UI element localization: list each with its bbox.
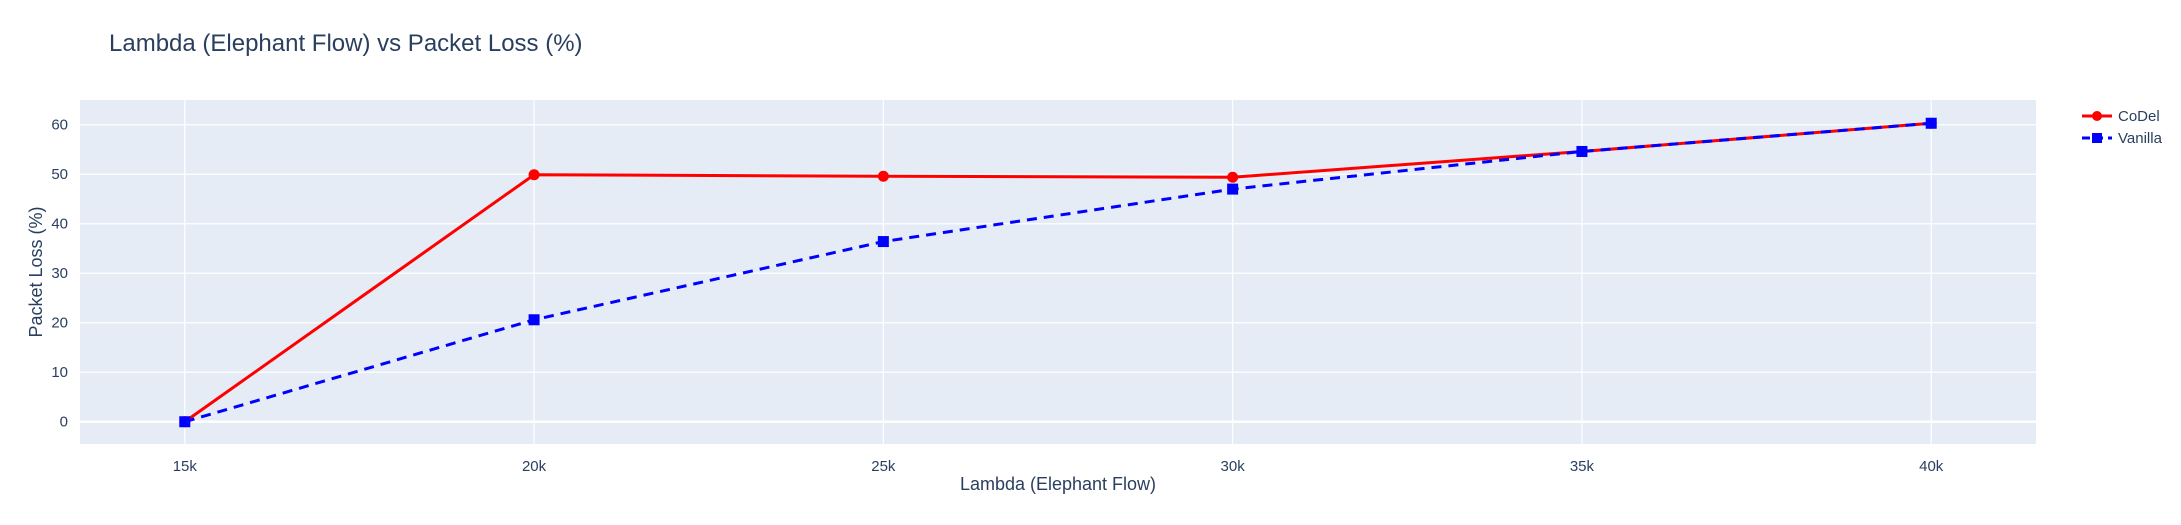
legend-item-codel[interactable]: CoDel: [2082, 108, 2160, 125]
y-tick-label: 20: [51, 315, 68, 332]
chart-title: Lambda (Elephant Flow) vs Packet Loss (%…: [109, 30, 583, 57]
data-point-vanilla[interactable]: [1576, 145, 1588, 157]
data-point-vanilla[interactable]: [528, 314, 540, 326]
series-line-vanilla: [184, 121, 1932, 424]
legend-marker: [2092, 133, 2102, 143]
y-tick-label: 0: [60, 414, 68, 431]
plot-area: [80, 100, 2036, 444]
y-tick-label: 50: [51, 166, 68, 183]
y-axis-title: Packet Loss (%): [26, 206, 46, 337]
x-tick-label: 40k: [1919, 458, 1944, 475]
y-tick-label: 60: [51, 117, 68, 134]
y-tick-label: 30: [51, 265, 68, 282]
series-layer: [179, 117, 1937, 428]
data-point-vanilla[interactable]: [877, 236, 889, 248]
data-point-codel[interactable]: [528, 169, 540, 181]
legend-label: Vanilla: [2118, 130, 2163, 147]
y-tick-label: 10: [51, 364, 68, 381]
x-axis-title: Lambda (Elephant Flow): [960, 474, 1156, 494]
grid-lines: [80, 100, 2036, 444]
data-point-codel[interactable]: [877, 170, 889, 182]
legend-item-vanilla[interactable]: Vanilla: [2082, 130, 2163, 147]
legend-marker: [2092, 111, 2102, 121]
y-tick-label: 40: [51, 216, 68, 233]
x-tick-label: 15k: [173, 458, 198, 475]
data-point-vanilla[interactable]: [179, 416, 191, 428]
legend[interactable]: CoDel Vanilla: [2082, 108, 2163, 147]
x-tick-label: 25k: [871, 458, 896, 475]
x-tick-label: 20k: [522, 458, 547, 475]
data-point-vanilla[interactable]: [1925, 117, 1937, 129]
legend-label: CoDel: [2118, 108, 2160, 125]
data-point-vanilla[interactable]: [1227, 183, 1239, 195]
y-tick-labels: 0 10 20 30 40 50 60: [51, 117, 68, 431]
x-tick-labels: 15k 20k 25k 30k 35k 40k: [173, 458, 1944, 475]
x-tick-label: 35k: [1570, 458, 1595, 475]
x-tick-label: 30k: [1221, 458, 1246, 475]
data-point-codel[interactable]: [1227, 171, 1239, 183]
